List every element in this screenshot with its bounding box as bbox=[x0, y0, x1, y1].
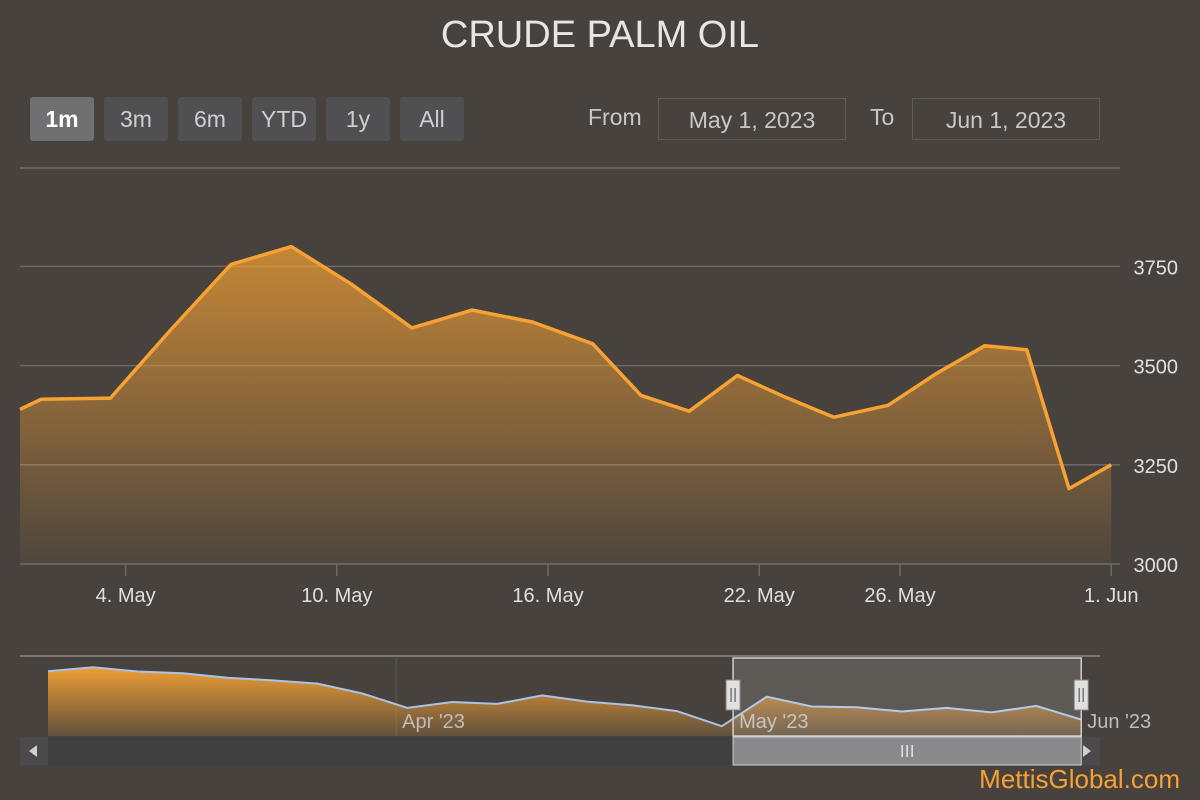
x-tick-label: 4. May bbox=[96, 585, 156, 607]
navigator-label: Jun '23 bbox=[1087, 711, 1151, 733]
navigator-handle-right[interactable] bbox=[1073, 679, 1089, 711]
range-button-all[interactable]: All bbox=[400, 97, 464, 141]
y-tick-label: 3250 bbox=[1134, 456, 1179, 478]
range-button-1m[interactable]: 1m bbox=[30, 97, 94, 141]
brand-watermark: MettisGlobal.com bbox=[979, 764, 1180, 794]
from-label: From bbox=[588, 104, 642, 130]
navigator-label: Apr '23 bbox=[402, 711, 465, 733]
chart-title: CRUDE PALM OIL bbox=[440, 14, 760, 56]
x-tick-label: 26. May bbox=[864, 585, 935, 607]
handle-grip-box bbox=[1073, 679, 1089, 711]
navigator-line bbox=[47, 666, 1082, 728]
x-tick-label: 22. May bbox=[724, 585, 795, 607]
range-button-1y[interactable]: 1y bbox=[326, 97, 390, 141]
x-tick-label: 1. Jun bbox=[1084, 585, 1138, 607]
y-tick-label: 3500 bbox=[1134, 357, 1179, 379]
range-button-3m[interactable]: 3m bbox=[104, 97, 168, 141]
range-button-ytd[interactable]: YTD bbox=[252, 97, 316, 141]
from-date-input[interactable]: May 1, 2023 bbox=[658, 98, 846, 140]
chevron-left-icon bbox=[29, 745, 37, 757]
navigator-area bbox=[48, 667, 1082, 736]
navigator-selection[interactable] bbox=[732, 657, 1082, 737]
y-tick-label: 3000 bbox=[1134, 555, 1179, 577]
x-tick-label: 16. May bbox=[512, 585, 583, 607]
navigator-handle-left[interactable] bbox=[725, 679, 741, 711]
handle-grip-box bbox=[725, 679, 741, 711]
to-date-input[interactable]: Jun 1, 2023 bbox=[912, 98, 1100, 140]
navigator-label: May '23 bbox=[739, 711, 808, 733]
to-label: To bbox=[870, 104, 895, 130]
chevron-right-icon bbox=[1083, 745, 1091, 757]
price-area bbox=[20, 246, 1112, 564]
y-tick-label: 3750 bbox=[1134, 257, 1179, 279]
x-tick-label: 10. May bbox=[301, 585, 372, 607]
price-line bbox=[19, 244, 1113, 491]
range-button-6m[interactable]: 6m bbox=[178, 97, 242, 141]
